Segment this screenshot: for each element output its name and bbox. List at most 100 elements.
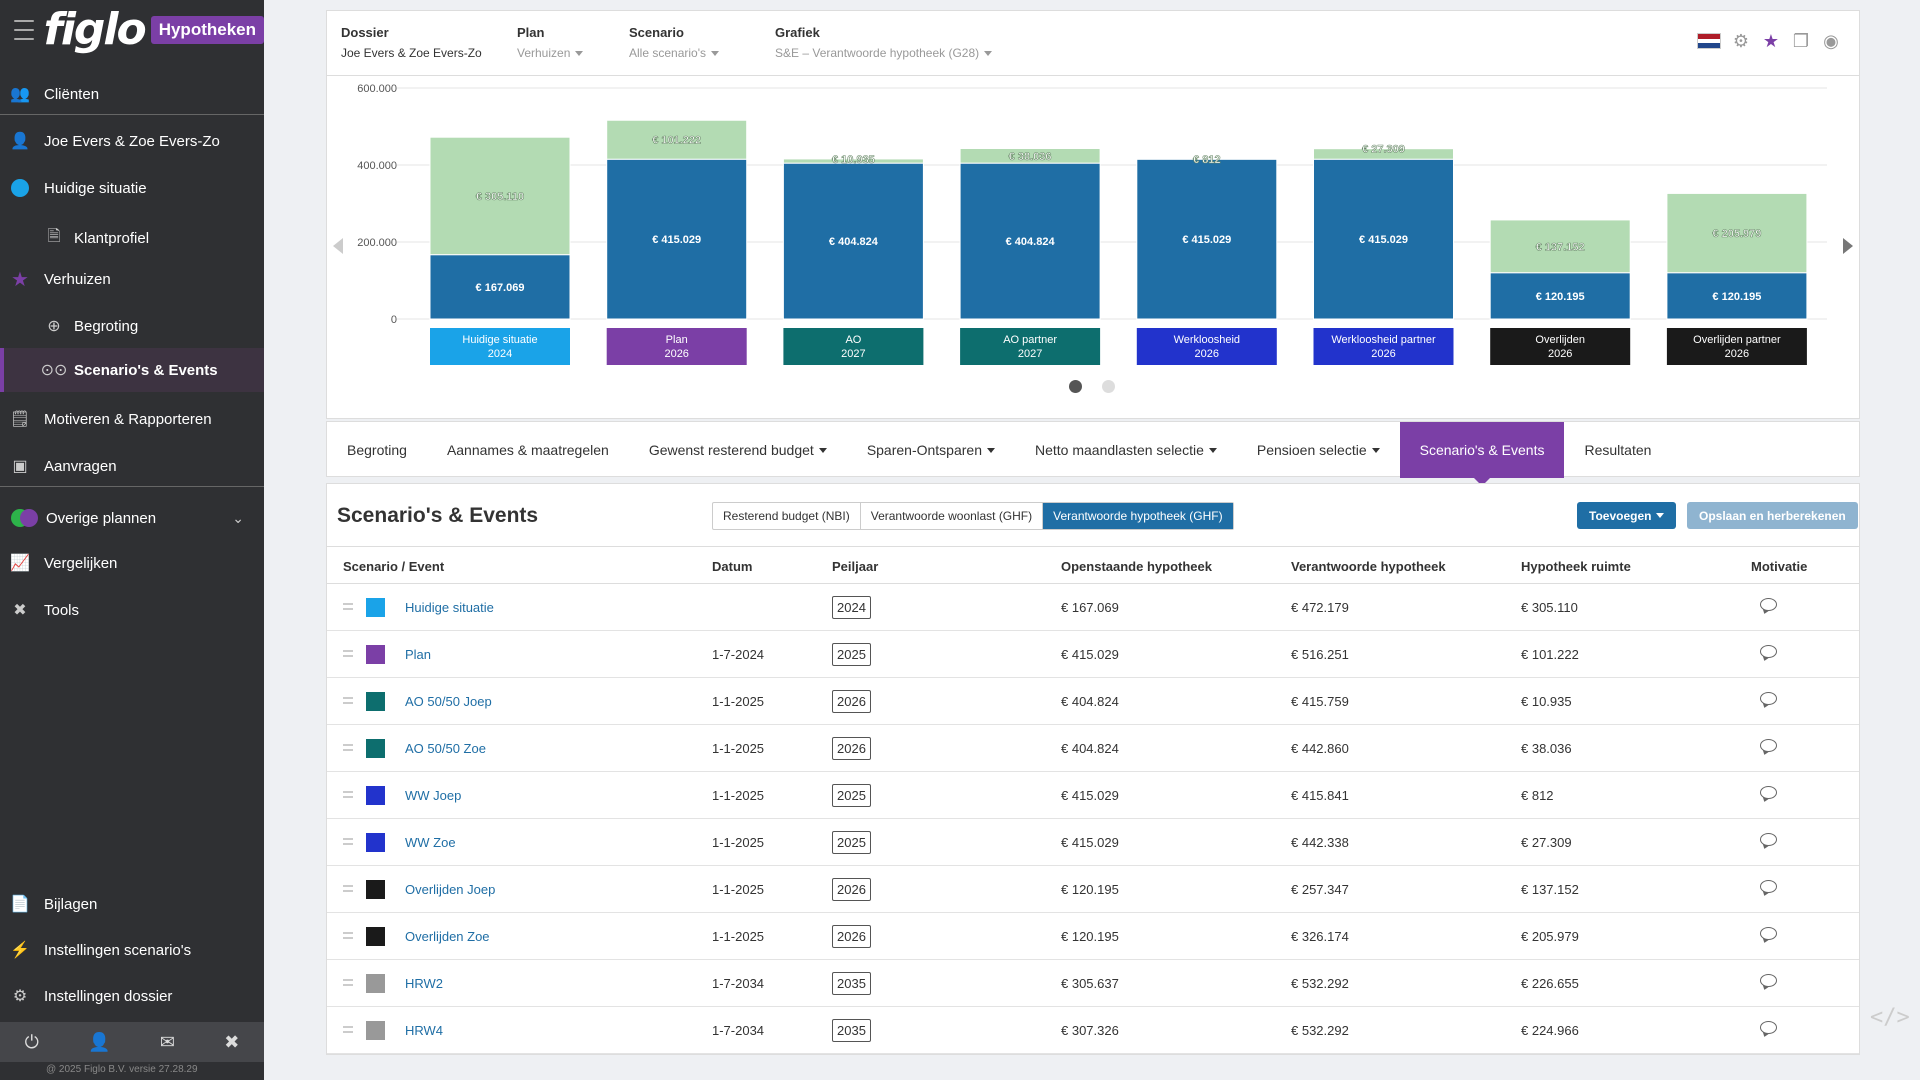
peiljaar-input[interactable]: 2035 — [832, 1019, 871, 1042]
peiljaar-input[interactable]: 2026 — [832, 690, 871, 713]
table-row[interactable]: AO 50/50 Joep 1-1-2025 2026 € 404.824 € 415.… — [327, 678, 1859, 725]
carousel-dot[interactable] — [1069, 380, 1082, 393]
sidebar-item-overige-plannen[interactable]: Overige plannen ⌄ — [0, 498, 264, 538]
comment-icon[interactable] — [1760, 739, 1777, 752]
scenario-name-link[interactable]: WW Zoe — [405, 835, 456, 850]
drag-handle-icon[interactable] — [343, 744, 353, 751]
code-icon[interactable]: </> — [1870, 1005, 1910, 1030]
drag-handle-icon[interactable] — [343, 650, 353, 657]
mail-icon[interactable]: ✉ — [159, 1031, 175, 1052]
scenario-name-link[interactable]: Plan — [405, 647, 432, 662]
comment-icon[interactable] — [1760, 927, 1777, 940]
drag-handle-icon[interactable] — [343, 838, 353, 845]
table-row[interactable]: Overlijden Joep 1-1-2025 2026 € 120.195 € 25… — [327, 866, 1859, 913]
drag-handle-icon[interactable] — [343, 885, 353, 892]
comment-icon[interactable] — [1760, 833, 1777, 846]
sidebar-item-klantprofiel[interactable]: 🗎 Klantprofiel — [0, 218, 264, 258]
chart-prev-arrow-icon[interactable] — [333, 238, 343, 254]
comment-icon[interactable] — [1760, 786, 1777, 799]
tab-gewenst-resterend-budget[interactable]: Gewenst resterend budget — [629, 422, 847, 478]
scenario-name-link[interactable]: WW Joep — [405, 788, 462, 803]
sidebar-item-tools[interactable]: ✖ Tools — [0, 590, 264, 630]
scenario-name-link[interactable]: AO 50/50 Zoe — [405, 741, 486, 756]
eye-icon[interactable]: ◉ — [1823, 31, 1839, 51]
scenario-name-link[interactable]: AO 50/50 Joep — [405, 694, 492, 709]
datum-cell: 1-1-2025 — [712, 835, 765, 850]
peiljaar-input[interactable]: 2025 — [832, 643, 871, 666]
peiljaar-input[interactable]: 2026 — [832, 737, 871, 760]
peiljaar-input[interactable]: 2025 — [832, 784, 871, 807]
drag-handle-icon[interactable] — [343, 1026, 353, 1033]
plan-selector[interactable]: Plan Verhuizen — [517, 25, 584, 60]
drag-handle-icon[interactable] — [343, 979, 353, 986]
sidebar-item-vergelijken[interactable]: 📈 Vergelijken — [0, 543, 264, 583]
peiljaar-input[interactable]: 2035 — [832, 972, 871, 995]
scenario-name-link[interactable]: Overlijden Joep — [405, 882, 496, 897]
tab-resultaten[interactable]: Resultaten — [1564, 422, 1671, 478]
dossier-selector[interactable]: Dossier Joe Evers & Zoe Evers-Zo — [341, 25, 482, 60]
table-row[interactable]: Overlijden Zoe 1-1-2025 2026 € 120.195 € 326… — [327, 913, 1859, 960]
sidebar-item-verhuizen[interactable]: ★ Verhuizen — [0, 259, 264, 299]
carousel-dot[interactable] — [1102, 380, 1115, 393]
sidebar-item-instellingen-scenarios[interactable]: ⚡ Instellingen scenario's — [0, 930, 264, 970]
segment-option[interactable]: Resterend budget (NBI) — [713, 503, 861, 529]
peiljaar-input[interactable]: 2026 — [832, 925, 871, 948]
sidebar-item-bijlagen[interactable]: 📄 Bijlagen — [0, 884, 264, 924]
chart-next-arrow-icon[interactable] — [1843, 238, 1853, 254]
scenario-name-link[interactable]: HRW4 — [405, 1023, 444, 1038]
tools-icon[interactable]: ✖ — [224, 1031, 240, 1052]
drag-handle-icon[interactable] — [343, 791, 353, 798]
power-icon[interactable]: ⏻ — [24, 1031, 39, 1052]
peiljaar-input[interactable]: 2025 — [832, 831, 871, 854]
segment-option[interactable]: Verantwoorde hypotheek (GHF) — [1043, 503, 1233, 529]
sidebar-item-instellingen-dossier[interactable]: ⚙ Instellingen dossier — [0, 976, 264, 1016]
comment-icon[interactable] — [1760, 645, 1777, 658]
scenario-name-link[interactable]: HRW2 — [405, 976, 444, 991]
peiljaar-input[interactable]: 2024 — [832, 596, 871, 619]
dutch-flag-icon[interactable] — [1697, 33, 1721, 49]
table-row[interactable]: Plan 1-7-2024 2025 € 415.029 € 516.251 € 101.… — [327, 631, 1859, 678]
tab-scenario-s-events[interactable]: Scenario's & Events — [1399, 422, 1565, 486]
sidebar-item-clienten[interactable]: 👥 Cliënten — [0, 74, 264, 114]
drag-handle-icon[interactable] — [343, 603, 353, 610]
sidebar-item-huidige-situatie[interactable]: Huidige situatie — [0, 168, 264, 208]
sidebar-item-motiveren[interactable]: 🗒 Motiveren & Rapporteren — [0, 399, 264, 439]
scenario-name-link[interactable]: Overlijden Zoe — [405, 929, 490, 944]
comment-icon[interactable] — [1760, 598, 1777, 611]
scenario-selector[interactable]: Scenario Alle scenario's — [629, 25, 719, 60]
table-row[interactable]: WW Zoe 1-1-2025 2025 € 415.029 € 442.338 € 27… — [327, 819, 1859, 866]
peiljaar-input[interactable]: 2026 — [832, 878, 871, 901]
sidebar-item-scenarios-events[interactable]: ⊙⊙ Scenario's & Events — [0, 348, 264, 392]
tab-aannames-maatregelen[interactable]: Aannames & maatregelen — [427, 422, 629, 478]
chevron-down-icon[interactable]: ⌄ — [232, 509, 244, 526]
comment-icon[interactable] — [1760, 974, 1777, 987]
drag-handle-icon[interactable] — [343, 932, 353, 939]
table-row[interactable]: AO 50/50 Zoe 1-1-2025 2026 € 404.824 € 442.8… — [327, 725, 1859, 772]
hamburger-menu-icon[interactable] — [14, 20, 34, 40]
comment-icon[interactable] — [1760, 692, 1777, 705]
scenario-name-link[interactable]: Huidige situatie — [405, 600, 494, 615]
table-row[interactable]: HRW4 1-7-2034 2035 € 307.326 € 532.292 € 224.… — [327, 1007, 1859, 1054]
table-row[interactable]: HRW2 1-7-2034 2035 € 305.637 € 532.292 € 226.… — [327, 960, 1859, 1007]
drag-handle-icon[interactable] — [343, 697, 353, 704]
copy-icon[interactable]: ❐ — [1792, 31, 1810, 51]
comment-icon[interactable] — [1760, 1021, 1777, 1034]
gear-icon[interactable]: ⚙ — [1732, 31, 1750, 51]
category-label: Werkloosheid — [1174, 334, 1240, 346]
tab-sparen-ontsparen[interactable]: Sparen-Ontsparen — [847, 422, 1015, 478]
tab-pensioen-selectie[interactable]: Pensioen selectie — [1237, 422, 1400, 478]
segment-option[interactable]: Verantwoorde woonlast (GHF) — [861, 503, 1044, 529]
comment-icon[interactable] — [1760, 880, 1777, 893]
sidebar-item-aanvragen[interactable]: ▣ Aanvragen — [0, 446, 264, 486]
tab-begroting[interactable]: Begroting — [327, 422, 427, 478]
sidebar-item-dossier[interactable]: 👤 Joe Evers & Zoe Evers-Zo — [0, 121, 264, 161]
profile-icon[interactable]: 👤 — [88, 1031, 111, 1052]
tab-netto-maandlasten-selectie[interactable]: Netto maandlasten selectie — [1015, 422, 1237, 478]
sidebar-item-begroting[interactable]: ⊕ Begroting — [0, 306, 264, 346]
star-icon[interactable]: ★ — [1762, 31, 1780, 51]
table-row[interactable]: Huidige situatie 2024 € 167.069 € 472.179 € … — [327, 584, 1859, 631]
table-row[interactable]: WW Joep 1-1-2025 2025 € 415.029 € 415.841 € 8… — [327, 772, 1859, 819]
save-recalculate-button[interactable]: Opslaan en herberekenen — [1687, 502, 1858, 529]
grafiek-selector[interactable]: Grafiek S&E – Verantwoorde hypotheek (G2… — [775, 25, 993, 60]
add-button[interactable]: Toevoegen — [1577, 502, 1677, 529]
